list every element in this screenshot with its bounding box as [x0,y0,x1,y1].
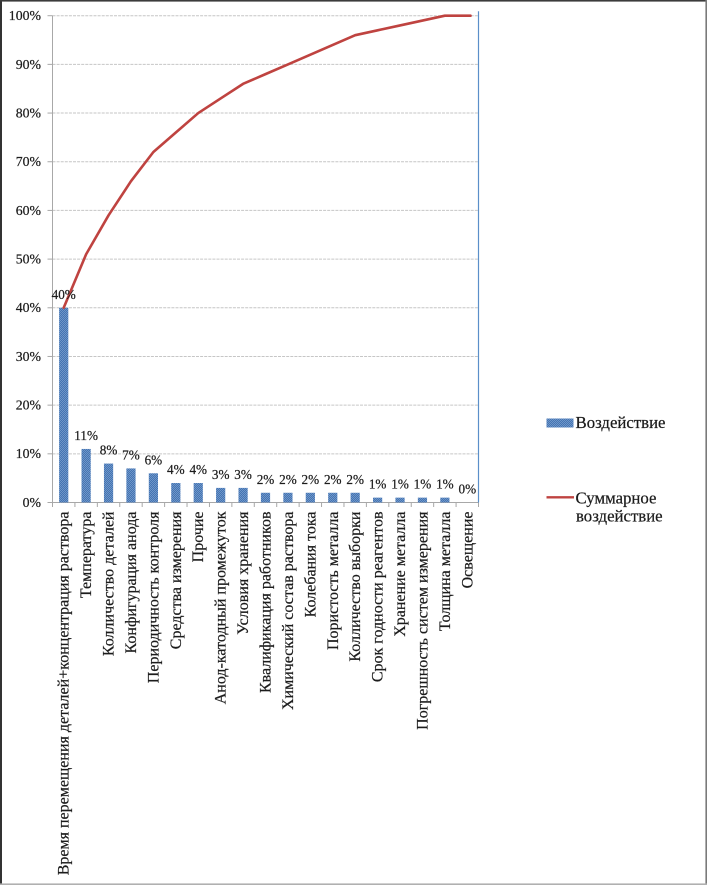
svg-text:30%: 30% [16,349,42,364]
svg-text:10%: 10% [16,446,42,461]
svg-text:Средства измерения: Средства измерения [168,511,185,649]
svg-text:1%: 1% [391,477,409,492]
svg-text:2%: 2% [346,472,364,487]
svg-text:20%: 20% [16,398,42,413]
svg-text:60%: 60% [16,203,42,218]
svg-text:50%: 50% [16,252,42,267]
svg-text:Колличество деталей: Колличество деталей [101,511,118,656]
svg-text:воздействие: воздействие [576,507,663,526]
svg-text:2%: 2% [279,472,297,487]
svg-text:2%: 2% [302,472,320,487]
svg-text:Колличество выборки: Колличество выборки [347,511,364,662]
svg-text:Периодичность контроля: Периодичность контроля [145,511,162,683]
svg-text:70%: 70% [16,154,42,169]
svg-text:Колебания тока: Колебания тока [302,512,319,618]
svg-text:Хранение металла: Хранение металла [392,512,409,637]
svg-text:4%: 4% [189,462,207,477]
svg-text:Конфигурация анода: Конфигурация анода [123,512,140,654]
svg-text:0%: 0% [458,482,476,497]
svg-text:Анод-катодный промежуток: Анод-катодный промежуток [213,511,230,704]
svg-text:40%: 40% [16,300,42,315]
svg-text:Погрешность систем измерения: Погрешность систем измерения [414,511,431,730]
svg-text:Прочие: Прочие [190,512,207,563]
svg-text:1%: 1% [436,477,454,492]
svg-text:Пористость металла: Пористость металла [325,512,342,651]
svg-text:Срок годности реагентов: Срок годности реагентов [370,511,387,682]
svg-text:40%: 40% [52,287,76,302]
svg-text:Химический состав раствора: Химический состав раствора [280,512,297,711]
svg-text:Условия хранения: Условия хранения [235,511,252,635]
svg-text:2%: 2% [257,472,275,487]
svg-text:2%: 2% [324,472,342,487]
svg-text:90%: 90% [16,57,42,72]
svg-text:8%: 8% [100,443,118,458]
svg-text:Время перемещения деталей+конц: Время перемещения деталей+концентрация р… [56,512,73,876]
svg-text:80%: 80% [16,105,42,120]
svg-text:4%: 4% [167,462,185,477]
svg-text:3%: 3% [212,467,230,482]
svg-text:Толщина металла: Толщина металла [437,512,454,632]
svg-text:100%: 100% [9,8,42,23]
svg-text:11%: 11% [74,428,98,443]
svg-text:Освещение: Освещение [459,512,476,589]
svg-text:Воздействие: Воздействие [576,413,666,432]
svg-text:1%: 1% [369,477,387,492]
svg-text:Квалификация работников: Квалификация работников [258,511,275,693]
svg-text:1%: 1% [414,477,432,492]
svg-text:Температура: Температура [78,512,95,599]
svg-text:Суммарное: Суммарное [576,489,657,508]
svg-text:7%: 7% [122,448,140,463]
svg-text:3%: 3% [234,467,252,482]
svg-text:6%: 6% [145,452,163,467]
svg-text:0%: 0% [23,495,42,510]
